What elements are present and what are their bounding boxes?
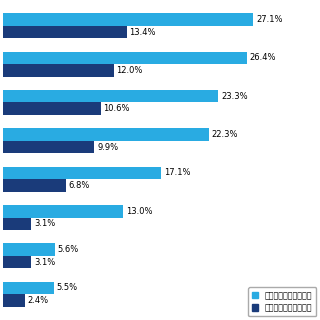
Bar [3,205,123,218]
Text: 23.3%: 23.3% [221,92,248,101]
Bar [3,26,127,38]
Text: 3.1%: 3.1% [34,258,55,267]
Bar [3,282,54,294]
Text: 17.1%: 17.1% [164,168,190,177]
Bar [3,294,25,307]
Bar [3,218,31,230]
Text: （N=292）: （N=292） [278,308,316,316]
Bar [3,128,209,141]
Text: 10.6%: 10.6% [104,104,130,113]
Text: 5.6%: 5.6% [57,245,79,254]
Bar [3,256,31,268]
Bar [3,141,94,153]
Bar [3,179,66,192]
Text: 26.4%: 26.4% [250,53,276,62]
Text: 9.9%: 9.9% [97,143,118,152]
Bar [3,90,218,102]
Text: 6.8%: 6.8% [68,181,90,190]
Legend: 日常的に利用している, 仕事でも利用している: 日常的に利用している, 仕事でも利用している [248,287,316,316]
Text: 3.1%: 3.1% [34,219,55,228]
Text: 2.4%: 2.4% [28,296,49,305]
Bar [3,52,247,64]
Bar [3,13,253,26]
Text: 13.4%: 13.4% [130,28,156,36]
Text: 13.0%: 13.0% [126,207,152,216]
Text: 5.5%: 5.5% [56,284,77,292]
Text: 27.1%: 27.1% [256,15,283,24]
Bar [3,102,101,115]
Text: 22.3%: 22.3% [212,130,238,139]
Bar [3,64,114,77]
Text: 12.0%: 12.0% [116,66,143,75]
Bar [3,243,55,256]
Bar [3,167,161,179]
